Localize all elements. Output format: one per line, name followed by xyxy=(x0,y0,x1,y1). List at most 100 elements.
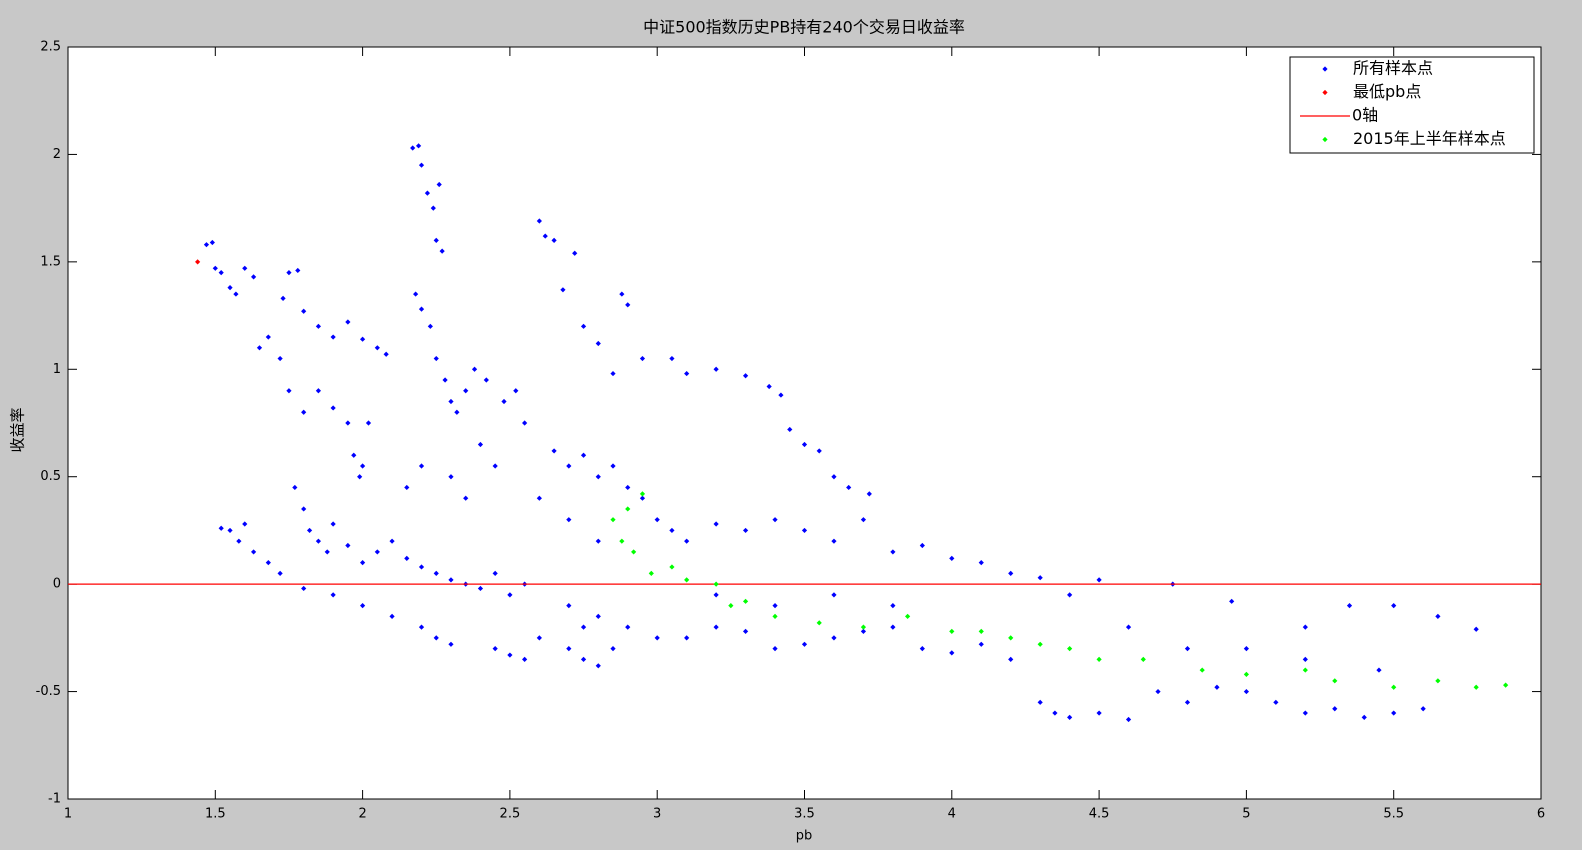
point xyxy=(713,521,719,527)
point xyxy=(890,549,896,555)
point xyxy=(551,237,557,243)
point xyxy=(595,538,601,544)
point xyxy=(1008,635,1014,641)
point xyxy=(625,624,631,630)
point xyxy=(860,624,867,630)
point xyxy=(669,355,675,362)
point xyxy=(1067,714,1073,720)
point xyxy=(610,370,616,377)
legend-label: 2015年上半年样本点 xyxy=(1353,129,1506,148)
point xyxy=(625,484,631,491)
point xyxy=(442,377,448,383)
point xyxy=(639,355,646,362)
point xyxy=(831,592,837,598)
point xyxy=(816,448,822,454)
point xyxy=(1391,710,1397,716)
point xyxy=(742,527,749,534)
x-tick-label: 1.5 xyxy=(205,807,226,822)
point xyxy=(418,162,425,168)
point xyxy=(860,517,867,523)
point xyxy=(404,484,410,491)
point xyxy=(507,592,513,598)
point xyxy=(433,570,439,576)
point xyxy=(1096,656,1102,662)
point xyxy=(684,538,690,544)
point xyxy=(1332,706,1338,712)
point xyxy=(742,628,749,635)
point xyxy=(684,577,690,583)
point xyxy=(345,420,351,426)
point xyxy=(766,383,772,390)
point xyxy=(477,585,484,592)
point xyxy=(978,560,984,566)
x-tick-label: 5 xyxy=(1242,807,1250,822)
point xyxy=(1273,699,1279,705)
point xyxy=(265,560,271,566)
point xyxy=(772,613,778,619)
point xyxy=(536,495,542,501)
point xyxy=(631,549,637,555)
point xyxy=(448,474,454,480)
point xyxy=(669,527,675,534)
point xyxy=(277,570,283,576)
x-tick-label: 5.5 xyxy=(1383,807,1404,822)
point xyxy=(463,388,469,394)
point xyxy=(413,291,419,297)
point xyxy=(978,628,984,635)
point xyxy=(1376,667,1382,673)
point xyxy=(580,624,587,630)
point xyxy=(595,474,601,480)
point xyxy=(1332,678,1338,684)
legend-marker xyxy=(1322,66,1328,72)
point xyxy=(949,628,955,635)
point xyxy=(1125,716,1132,723)
point xyxy=(919,542,925,549)
point xyxy=(654,635,660,641)
point xyxy=(301,585,307,592)
x-tick-label: 1 xyxy=(64,807,72,822)
x-tick-label: 4 xyxy=(948,807,956,822)
chart-title: 中证500指数历史PB持有240个交易日收益率 xyxy=(643,18,965,37)
point xyxy=(522,656,528,662)
point xyxy=(227,527,233,534)
point xyxy=(250,274,257,280)
point xyxy=(1229,598,1235,604)
point xyxy=(566,463,572,469)
point xyxy=(404,555,410,561)
x-tick-label: 3.5 xyxy=(794,807,815,822)
point xyxy=(1302,624,1308,630)
x-tick-label: 6 xyxy=(1537,807,1545,822)
point xyxy=(439,248,445,254)
point xyxy=(212,265,218,271)
point xyxy=(345,319,351,325)
point xyxy=(345,542,351,549)
point xyxy=(778,392,784,398)
x-axis-label: pb xyxy=(796,829,813,844)
point xyxy=(772,603,778,609)
point xyxy=(1391,603,1397,609)
point xyxy=(1067,592,1073,598)
point xyxy=(831,474,837,480)
point xyxy=(522,420,528,426)
plot-area xyxy=(67,46,1542,800)
y-tick-label: 1 xyxy=(53,362,61,377)
y-tick-label: 0 xyxy=(53,577,61,592)
point xyxy=(418,564,425,570)
point xyxy=(1503,682,1509,688)
point xyxy=(418,624,425,630)
point xyxy=(801,441,808,448)
y-axis-label: 收益率 xyxy=(9,407,27,452)
point xyxy=(383,351,389,357)
point xyxy=(315,388,322,394)
point xyxy=(265,334,271,340)
point xyxy=(218,525,224,531)
point xyxy=(218,270,224,276)
point xyxy=(1125,624,1132,630)
point xyxy=(1391,684,1397,690)
point xyxy=(625,506,631,512)
point xyxy=(389,538,395,544)
legend-label: 最低pb点 xyxy=(1353,82,1421,101)
point xyxy=(418,306,425,312)
point xyxy=(801,527,808,534)
point xyxy=(772,646,778,652)
